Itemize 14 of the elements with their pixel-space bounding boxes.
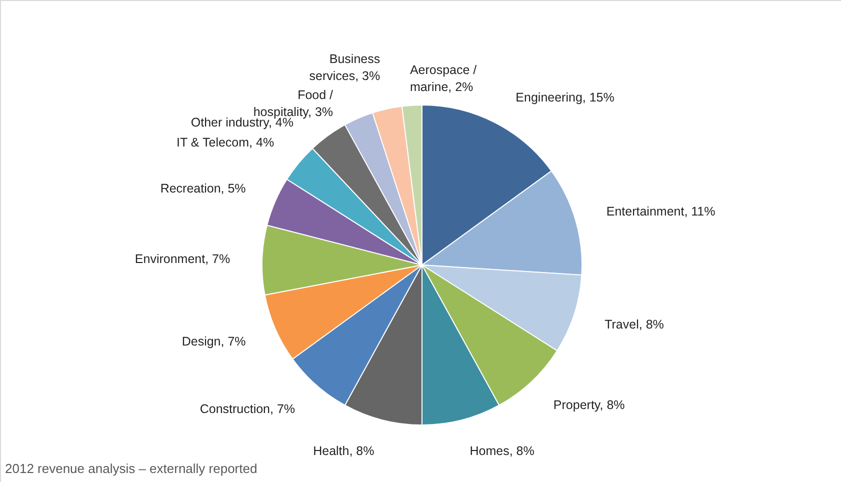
slice-label: Business services, 3%: [309, 52, 380, 83]
text: 2012 revenue analysis – externally reported: [5, 461, 258, 476]
slice-label: Travel, 8%: [604, 317, 664, 332]
slice-label: Design, 7%: [182, 334, 246, 348]
slice-label: Entertainment, 11%: [606, 204, 716, 218]
slice-label: Health, 8%: [313, 444, 374, 458]
slice-label: Construction, 7%: [200, 402, 296, 416]
slice-label: Recreation, 5%: [160, 182, 246, 196]
slice-label: Engineering, 15%: [516, 90, 614, 104]
slice-label: Homes, 8%: [470, 444, 534, 458]
slice-label: Aerospace / marine, 2%: [410, 62, 478, 94]
slice-label: Environment, 7%: [134, 252, 230, 266]
slice-label: IT & Telecom, 4%: [176, 136, 274, 150]
slice-label: Property, 8%: [553, 398, 625, 412]
